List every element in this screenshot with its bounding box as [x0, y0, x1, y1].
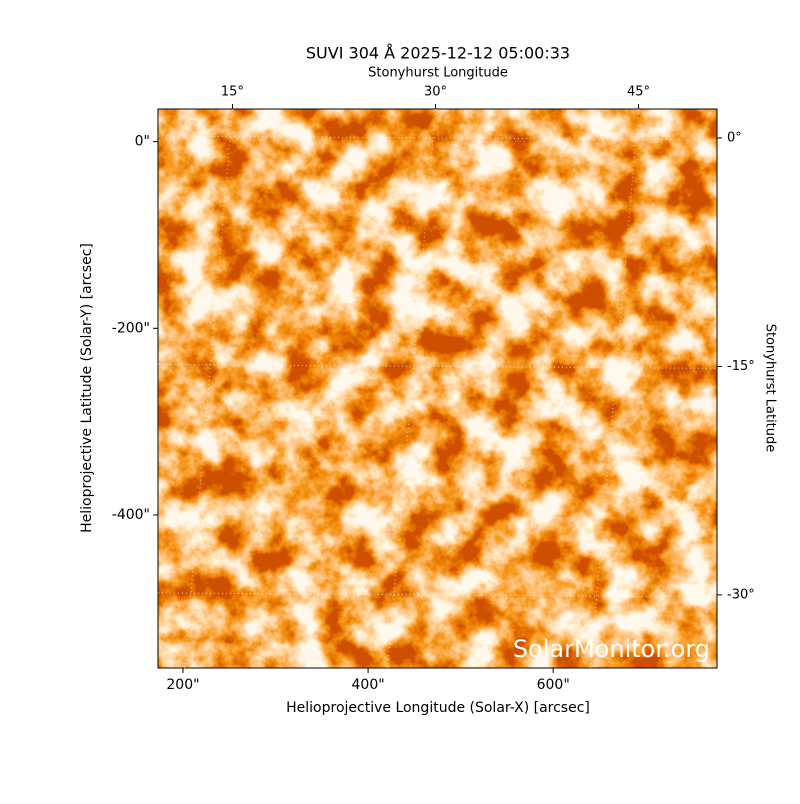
y-axis-label: Helioprojective Latitude (Solar-Y) [arcs…	[79, 243, 95, 533]
x2-grid-line	[589, 109, 639, 668]
image-texture	[158, 109, 717, 668]
x-tick-label: 600"	[537, 677, 570, 693]
x2-tick-label: 30°	[424, 85, 447, 100]
y-tick-label: 0"	[135, 134, 150, 150]
x2-tick-label: 15°	[221, 85, 244, 100]
watermark: SolarMonitor.org	[513, 635, 710, 663]
x-tick-label: 200"	[166, 677, 199, 693]
x2-grid-line	[183, 109, 233, 668]
x2-grid-line	[386, 109, 436, 668]
x-tick-label: 400"	[352, 677, 385, 693]
y-tick-label: -200"	[112, 320, 150, 336]
y-tick-label: -400"	[112, 507, 150, 523]
x-axis-label: Helioprojective Longitude (Solar-X) [arc…	[286, 700, 590, 716]
plot-frame	[157, 108, 718, 669]
y2-tick-label: -15°	[727, 359, 755, 374]
chart-title: SUVI 304 Å 2025-12-12 05:00:33	[306, 44, 570, 63]
y2-tick-label: 0°	[727, 130, 742, 145]
y2-tick-label: -30°	[727, 587, 755, 602]
x2-tick-label: 45°	[627, 85, 650, 100]
y2-axis-label: Stonyhurst Latitude	[763, 324, 778, 453]
solar-image	[158, 109, 717, 668]
x2-axis-label: Stonyhurst Longitude	[368, 66, 508, 81]
